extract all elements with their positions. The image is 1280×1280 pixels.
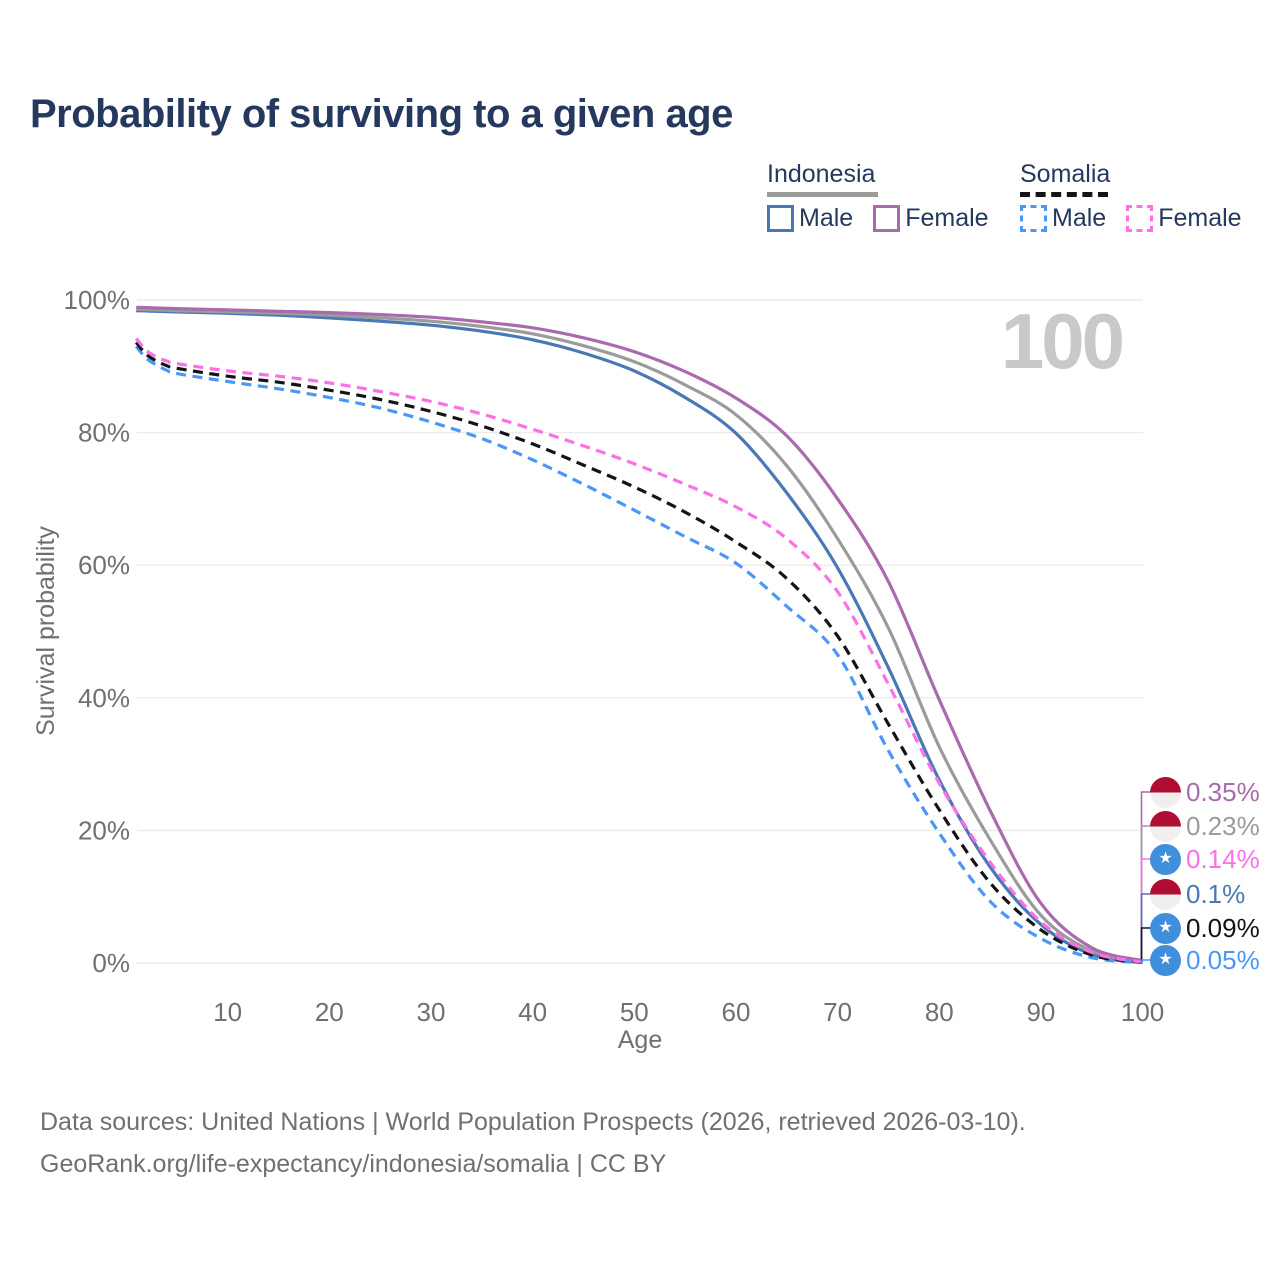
legend-label-indonesia-female: Female [905,204,989,232]
series-line-somalia-male[interactable] [134,345,1143,965]
x-tick-label: 30 [417,997,446,1027]
legend-label-somalia-female: Female [1158,204,1242,232]
legend-country-indonesia[interactable]: Indonesia [767,160,876,188]
end-label-value: 0.14% [1186,843,1260,874]
x-tick-label: 60 [721,997,750,1027]
y-tick-label: 20% [78,815,130,845]
y-tick-label: 80% [78,418,130,448]
y-tick-label: 100% [64,285,131,315]
end-label-row-somalia-both-sexes: ★ 0.09% [1150,912,1260,944]
end-label-row-somalia-male: ★ 0.05% [1150,944,1260,976]
somalia-line-swatch [1020,192,1108,197]
x-tick-label: 80 [925,997,954,1027]
y-tick-label: 40% [78,683,130,713]
end-label-value: 0.35% [1186,776,1260,807]
x-tick-label: 90 [1026,997,1055,1027]
x-tick-label: 10 [213,997,242,1027]
legend-item-somalia-female[interactable]: Female [1126,204,1242,233]
x-tick-label: 40 [518,997,547,1027]
series-line-indonesia-both-sexes[interactable] [136,307,1143,964]
checkbox-somalia-male-icon[interactable] [1020,205,1047,232]
legend-item-indonesia-female[interactable]: Female [873,204,989,233]
x-tick-label: 20 [315,997,344,1027]
y-tick-label: 0% [92,948,130,978]
survival-chart-plot[interactable]: 0% 20% 40% 60% 80% 100% 10 20 30 40 50 60 70 80 90 100 [0,0,1280,1080]
end-label-value: 0.05% [1186,944,1260,975]
star-icon: ★ [1158,850,1173,867]
end-label-row-somalia-female: ★ 0.14% [1150,843,1260,875]
legend-item-somalia-male[interactable]: Male [1020,204,1106,233]
end-label-connector [1140,959,1154,964]
y-tick-label: 60% [78,550,130,580]
series-line-indonesia-female[interactable] [136,305,1143,963]
age-watermark: 100 [1000,297,1125,385]
x-tick-label: 70 [823,997,852,1027]
checkbox-somalia-female-icon[interactable] [1126,205,1154,232]
legend-label-somalia-male: Male [1052,204,1107,232]
checkbox-indonesia-female-icon[interactable] [873,205,901,232]
legend-group-indonesia: Indonesia Male Female [767,160,989,233]
legend-group-somalia: Somalia Male Female [1020,160,1242,233]
flag-somalia-icon: ★ [1150,843,1181,875]
x-tick-label: 100 [1121,997,1164,1027]
checkbox-indonesia-male-icon[interactable] [767,205,794,232]
end-label-row-indonesia-male: 0.1% [1150,878,1245,910]
flag-somalia-icon: ★ [1150,944,1181,976]
x-axis-title: Age [617,1026,663,1054]
star-icon: ★ [1158,919,1173,936]
footer-data-sources: Data sources: United Nations | World Pop… [40,1108,1026,1136]
legend-item-indonesia-male[interactable]: Male [767,204,853,233]
end-label-value: 0.09% [1186,912,1260,943]
end-label-value: 0.1% [1186,878,1246,909]
footer-attribution: GeoRank.org/life-expectancy/indonesia/so… [40,1150,667,1178]
flag-indonesia-icon [1150,878,1181,910]
series-line-somalia-both-sexes[interactable] [134,341,1143,964]
end-label-row-indonesia-both-sexes: 0.23% [1150,810,1260,842]
indonesia-line-swatch [767,192,878,197]
x-tick-label: 50 [620,997,649,1027]
legend-label-indonesia-male: Male [799,204,854,232]
y-axis-title: Survival probability [32,526,60,736]
star-icon: ★ [1158,951,1173,968]
end-label-value: 0.23% [1186,810,1260,841]
flag-somalia-icon: ★ [1150,912,1181,944]
flag-indonesia-icon [1150,776,1181,808]
series-line-somalia-female[interactable] [134,337,1143,964]
flag-indonesia-icon [1150,810,1181,842]
legend-country-somalia[interactable]: Somalia [1020,160,1111,188]
end-label-row-indonesia-female: 0.35% [1150,776,1260,808]
chart-title: Probability of surviving to a given age [30,92,733,136]
